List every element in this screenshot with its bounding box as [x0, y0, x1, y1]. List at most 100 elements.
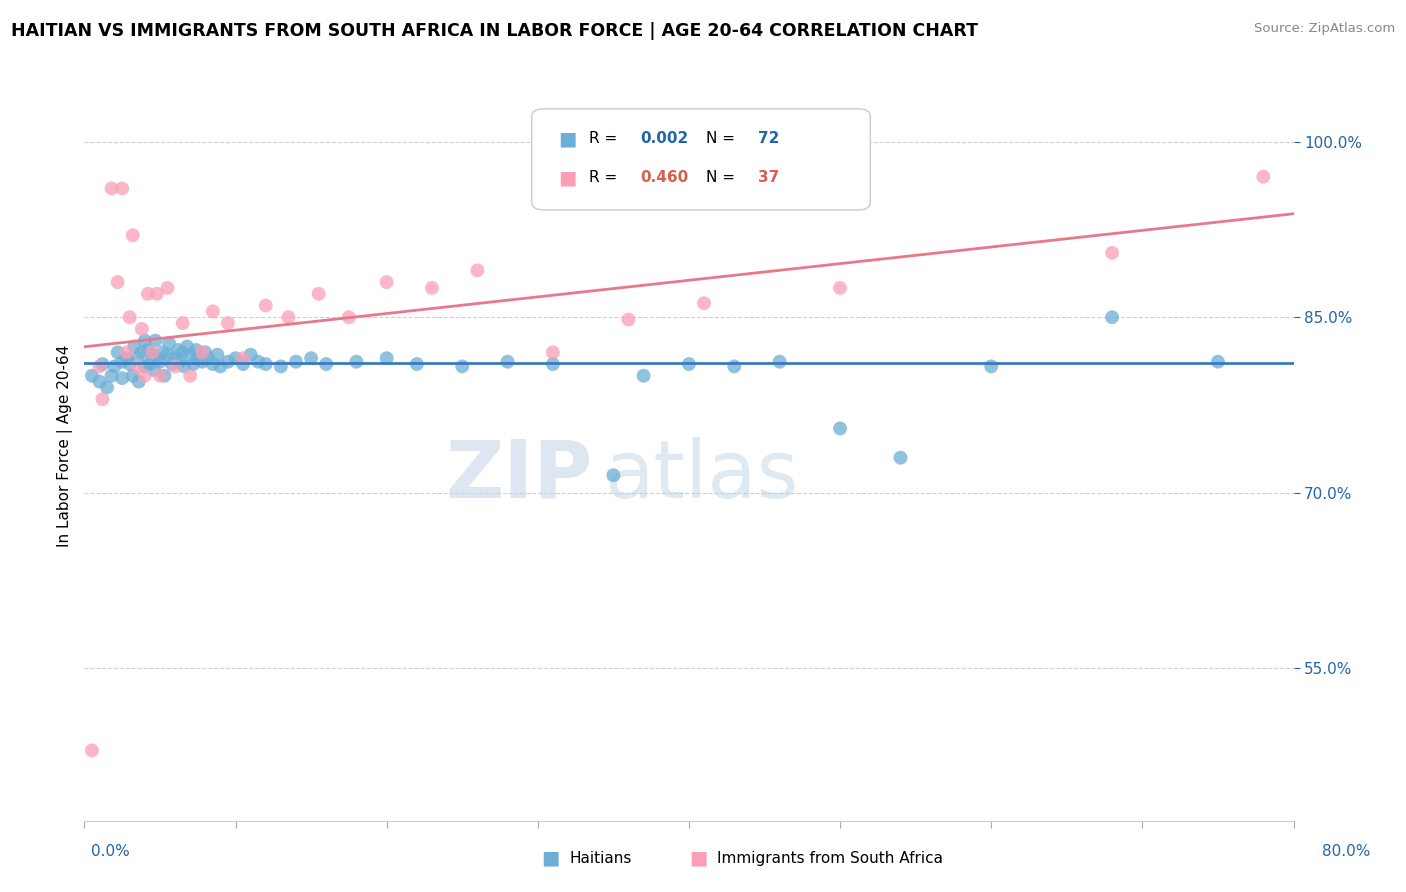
Point — [173, 359, 195, 374]
Text: 72: 72 — [758, 131, 779, 146]
Point — [156, 281, 179, 295]
Point — [420, 281, 443, 295]
Point — [146, 351, 169, 366]
Point — [157, 336, 180, 351]
Point — [617, 312, 640, 326]
Y-axis label: In Labor Force | Age 20-64: In Labor Force | Age 20-64 — [58, 345, 73, 547]
Point — [201, 304, 224, 318]
Point — [149, 368, 172, 383]
Point — [315, 357, 337, 371]
Text: 80.0%: 80.0% — [1323, 845, 1371, 859]
Point — [131, 322, 153, 336]
Point — [980, 359, 1002, 374]
Point — [254, 357, 277, 371]
Point — [115, 351, 138, 366]
Text: 0.002: 0.002 — [641, 131, 689, 146]
Point — [299, 351, 322, 366]
Point — [1101, 310, 1123, 325]
Text: HAITIAN VS IMMIGRANTS FROM SOUTH AFRICA IN LABOR FORCE | AGE 20-64 CORRELATION C: HAITIAN VS IMMIGRANTS FROM SOUTH AFRICA … — [11, 22, 979, 40]
Point — [127, 359, 149, 374]
Point — [239, 348, 262, 362]
Point — [209, 359, 232, 374]
Point — [225, 351, 247, 366]
Text: ZIP: ZIP — [444, 437, 592, 515]
Point — [107, 275, 129, 289]
Point — [197, 351, 219, 366]
Point — [232, 357, 254, 371]
Point — [179, 348, 201, 362]
Text: 37: 37 — [758, 170, 779, 186]
Point — [167, 343, 190, 357]
Point — [111, 355, 134, 369]
Point — [1253, 169, 1275, 184]
Point — [285, 355, 308, 369]
Text: Source: ZipAtlas.com: Source: ZipAtlas.com — [1254, 22, 1395, 36]
Point — [111, 181, 134, 195]
Text: Immigrants from South Africa: Immigrants from South Africa — [717, 851, 943, 865]
Point — [217, 316, 239, 330]
Point — [142, 363, 165, 377]
Point — [100, 368, 122, 383]
Point — [172, 345, 194, 359]
Point — [541, 357, 564, 371]
Point — [89, 375, 111, 389]
FancyBboxPatch shape — [531, 109, 870, 210]
Point — [308, 286, 330, 301]
Point — [179, 368, 201, 383]
Point — [89, 359, 111, 374]
Point — [115, 345, 138, 359]
Point — [451, 359, 474, 374]
Point — [678, 357, 700, 371]
Text: ■: ■ — [689, 848, 707, 868]
Point — [118, 357, 141, 371]
Point — [91, 357, 114, 371]
Point — [207, 348, 229, 362]
Point — [134, 359, 156, 374]
Point — [165, 359, 187, 374]
Point — [181, 357, 204, 371]
Point — [91, 392, 114, 407]
Point — [232, 351, 254, 366]
Point — [467, 263, 489, 277]
Point — [723, 359, 745, 374]
Point — [138, 357, 160, 371]
Text: ■: ■ — [558, 169, 576, 187]
Point — [80, 743, 103, 757]
Text: R =: R = — [589, 170, 621, 186]
Point — [146, 286, 169, 301]
Text: N =: N = — [706, 131, 740, 146]
Point — [134, 334, 156, 348]
Point — [127, 351, 149, 366]
Point — [134, 368, 156, 383]
Point — [693, 296, 716, 310]
Point — [104, 359, 127, 374]
Point — [160, 357, 183, 371]
Point — [406, 357, 429, 371]
Point — [136, 286, 159, 301]
Point — [337, 310, 360, 325]
Point — [194, 345, 217, 359]
Point — [176, 339, 198, 353]
Text: ■: ■ — [541, 848, 560, 868]
Point — [254, 299, 277, 313]
Point — [375, 275, 398, 289]
Point — [346, 355, 368, 369]
Point — [247, 355, 270, 369]
Point — [131, 345, 153, 359]
Point — [541, 345, 564, 359]
Text: Haitians: Haitians — [569, 851, 631, 865]
Point — [149, 355, 172, 369]
Point — [375, 351, 398, 366]
Point — [191, 345, 214, 359]
Point — [165, 351, 187, 366]
Point — [602, 468, 624, 483]
Point — [1206, 355, 1229, 369]
Point — [830, 421, 852, 435]
Point — [633, 368, 655, 383]
Point — [769, 355, 792, 369]
Point — [152, 345, 174, 359]
Point — [890, 450, 912, 465]
Point — [1101, 245, 1123, 260]
Point — [496, 355, 519, 369]
Point — [169, 355, 191, 369]
